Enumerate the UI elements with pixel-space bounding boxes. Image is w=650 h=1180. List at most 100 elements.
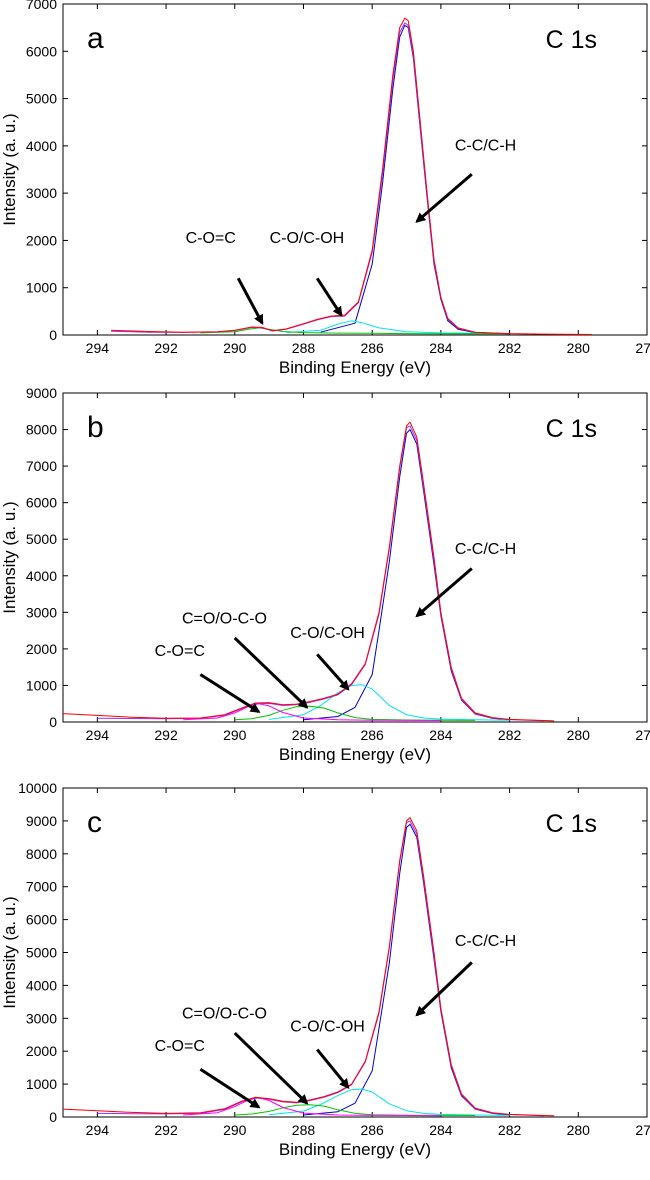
measured-spectrum-line <box>111 17 593 335</box>
x-tick-label: 282 <box>498 1122 522 1138</box>
annotation-arrow <box>233 1032 309 1105</box>
x-tick-label: 288 <box>292 1122 316 1138</box>
y-tick-label: 1000 <box>26 280 57 296</box>
y-tick-label: 4000 <box>26 977 57 993</box>
measured-spectrum-line <box>63 817 555 1117</box>
annotation-arrow <box>316 1048 350 1089</box>
fit-component-1 <box>269 1088 510 1116</box>
y-tick-label: 4000 <box>26 568 57 584</box>
chart-panel-b: 294 292 290 288 286 284 282 280 278 0 1000 2000 3000… <box>0 385 650 764</box>
y-tick-label: 8000 <box>26 422 57 438</box>
fit-component-2 <box>234 705 476 721</box>
x-tick-label: 292 <box>154 340 178 356</box>
y-tick-label: 1000 <box>26 677 57 693</box>
y-tick-label: 4000 <box>26 138 57 154</box>
x-tick-label: 290 <box>223 727 247 743</box>
plot-area <box>63 421 555 722</box>
y-tick-label: 6000 <box>26 43 57 59</box>
annotation-label: C-O/C-OH <box>290 625 365 642</box>
panel-label: c <box>87 806 102 839</box>
x-tick-label: 286 <box>360 1122 384 1138</box>
annotation-arrow <box>415 567 473 618</box>
x-axis-title: Binding Energy (eV) <box>279 1140 431 1159</box>
x-tick-label: 288 <box>292 727 316 743</box>
y-tick-label: 2000 <box>26 641 57 657</box>
y-tick-label: 0 <box>49 327 57 343</box>
y-axis-title: Intensity (a. u.) <box>0 113 19 225</box>
y-tick-label: 3000 <box>26 604 57 620</box>
y-tick-label: 10000 <box>18 780 57 796</box>
annotation-arrow <box>415 173 473 223</box>
y-tick-label: 5000 <box>26 945 57 961</box>
plot-frame <box>62 3 648 336</box>
core-level-label: C 1s <box>546 810 597 838</box>
x-tick-label: 294 <box>86 727 110 743</box>
core-level-label: C 1s <box>546 415 597 443</box>
annotation-arrow <box>199 673 261 714</box>
annotation-label: C-C/C-H <box>455 138 516 155</box>
chart-panel-c: 294 292 290 288 286 284 282 280 278 0 1000 2000 3000… <box>0 780 650 1159</box>
fit-envelope-line <box>111 22 510 335</box>
annotation-arrow <box>233 636 309 709</box>
x-tick-label: 282 <box>498 727 522 743</box>
x-tick-label: 284 <box>429 727 453 743</box>
annotation-label: C-O=C <box>186 230 236 247</box>
panel-label: b <box>87 411 104 444</box>
annotation-arrow <box>199 1068 261 1109</box>
y-tick-label: 3000 <box>26 185 57 201</box>
x-tick-label: 282 <box>498 340 522 356</box>
annotation-label: C-O=C <box>155 1038 205 1055</box>
y-tick-label: 5000 <box>26 531 57 547</box>
y-tick-label: 7000 <box>26 0 57 12</box>
core-level-label: C 1s <box>546 26 597 54</box>
annotation-arrow <box>316 653 350 691</box>
y-tick-label: 3000 <box>26 1010 57 1026</box>
fit-component-0 <box>303 429 510 721</box>
y-tick-label: 8000 <box>26 846 57 862</box>
fit-component-3 <box>183 703 441 721</box>
x-tick-label: 286 <box>360 340 384 356</box>
y-tick-label: 2000 <box>26 1043 57 1059</box>
annotation-arrow <box>415 961 473 1017</box>
x-tick-label: 284 <box>429 340 453 356</box>
x-tick-label: 278 <box>635 340 650 356</box>
y-tick-label: 5000 <box>26 91 57 107</box>
annotation-label: C-O/C-OH <box>290 1018 365 1035</box>
x-tick-label: 280 <box>567 727 591 743</box>
plot-area <box>63 817 555 1117</box>
y-tick-label: 6000 <box>26 495 57 511</box>
y-axis-title: Intensity (a. u.) <box>0 896 19 1008</box>
x-tick-label: 294 <box>86 340 110 356</box>
annotation-label: C-O/C-OH <box>270 230 345 247</box>
fit-envelope-line <box>97 425 544 722</box>
annotation-label: C-C/C-H <box>455 933 516 950</box>
annotation-arrow <box>236 277 264 325</box>
fit-component-1 <box>269 684 510 721</box>
y-tick-label: 1000 <box>26 1076 57 1092</box>
x-axis-title: Binding Energy (eV) <box>279 358 431 377</box>
y-tick-label: 7000 <box>26 458 57 474</box>
fit-component-3 <box>183 1097 441 1117</box>
annotation-arrow <box>315 277 343 317</box>
x-tick-label: 288 <box>292 340 316 356</box>
y-tick-label: 0 <box>49 714 57 730</box>
plot-area <box>111 17 593 335</box>
y-tick-label: 6000 <box>26 912 57 928</box>
x-tick-label: 292 <box>154 727 178 743</box>
annotation-label: C-O=C <box>155 643 205 660</box>
x-tick-label: 292 <box>154 1122 178 1138</box>
plot-frame <box>62 392 648 723</box>
y-tick-label: 9000 <box>26 385 57 401</box>
annotation-label: C-C/C-H <box>455 541 516 558</box>
chart-panel-a: 294 292 290 288 286 284 282 280 278 0 1000 2000 3000… <box>0 0 650 377</box>
x-tick-label: 278 <box>635 727 650 743</box>
y-tick-label: 7000 <box>26 879 57 895</box>
y-tick-label: 9000 <box>26 813 57 829</box>
y-tick-label: 0 <box>49 1109 57 1125</box>
panel-label: a <box>87 22 104 55</box>
fit-component-0 <box>303 823 510 1116</box>
x-tick-label: 286 <box>360 727 384 743</box>
annotation-label: C=O/O-C-O <box>182 1005 267 1022</box>
fit-component-1 <box>286 320 510 335</box>
y-axis-title: Intensity (a. u.) <box>0 501 19 613</box>
